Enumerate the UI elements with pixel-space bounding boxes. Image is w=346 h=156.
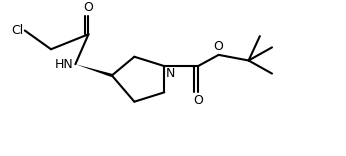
Text: Cl: Cl — [12, 24, 24, 37]
Polygon shape — [75, 64, 112, 77]
Text: O: O — [193, 94, 203, 107]
Text: O: O — [83, 1, 93, 14]
Text: O: O — [214, 40, 224, 53]
Text: N: N — [165, 67, 175, 80]
Text: HN: HN — [55, 58, 73, 71]
